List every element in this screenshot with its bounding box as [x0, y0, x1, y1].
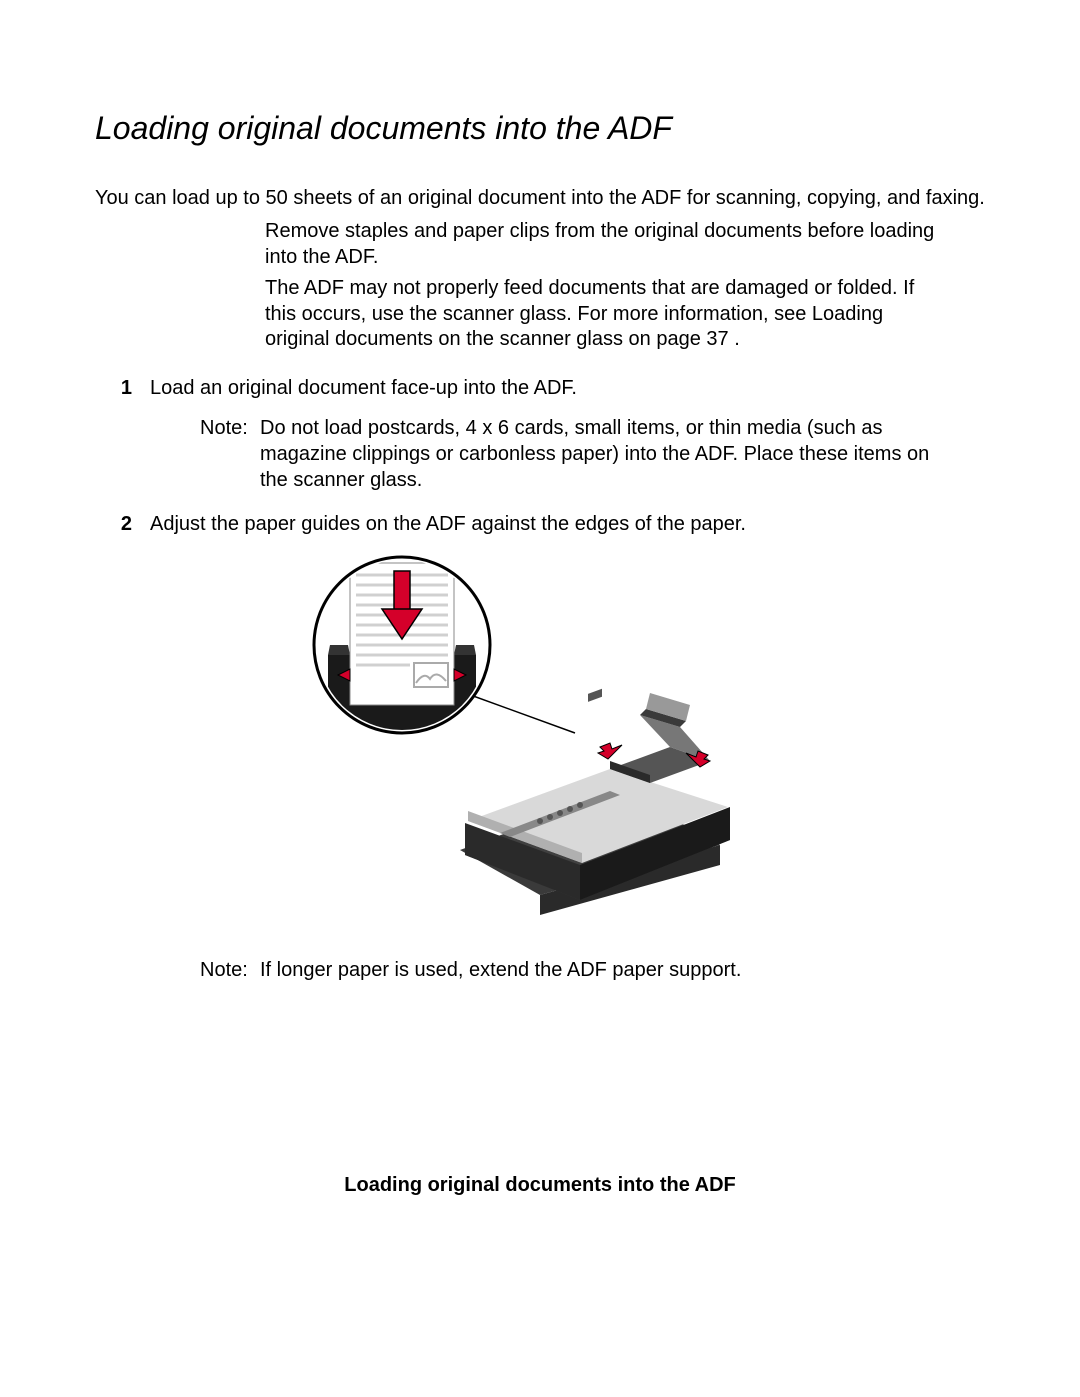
- adf-illustration: [310, 555, 770, 945]
- warning-staples: Remove staples and paper clips from the …: [265, 219, 945, 270]
- step-2-note-text: If longer paper is used, extend the ADF …: [260, 957, 741, 983]
- warning-damaged-text-b: .: [729, 328, 740, 350]
- callout-line: [465, 693, 575, 733]
- step-1-note-label: Note:: [200, 415, 260, 493]
- step-1: 1 Load an original document face-up into…: [95, 375, 985, 493]
- step-1-number: 1: [95, 375, 150, 493]
- printer-icon: [460, 689, 730, 915]
- step-2-body: Adjust the paper guides on the ADF again…: [150, 511, 985, 537]
- step-2-note-label: Note:: [200, 957, 260, 983]
- detail-circle: [314, 557, 490, 735]
- step-2: 2 Adjust the paper guides on the ADF aga…: [95, 511, 985, 537]
- warning-block: Remove staples and paper clips from the …: [265, 219, 945, 353]
- step-list: 1 Load an original document face-up into…: [95, 375, 985, 983]
- step-2-number: 2: [95, 511, 150, 537]
- page-title: Loading original documents into the ADF: [95, 110, 985, 147]
- step-1-body: Load an original document face-up into t…: [150, 375, 985, 493]
- footer-title: Loading original documents into the ADF: [0, 1174, 1080, 1197]
- step-2-note: Note: If longer paper is used, extend th…: [200, 957, 985, 983]
- step-2-text: Adjust the paper guides on the ADF again…: [150, 513, 746, 535]
- warning-damaged: The ADF may not properly feed documents …: [265, 276, 945, 353]
- document-page: Loading original documents into the ADF …: [0, 0, 1080, 1397]
- step-1-text: Load an original document face-up into t…: [150, 377, 577, 399]
- step-1-note-text: Do not load postcards, 4 x 6 cards, smal…: [260, 415, 955, 493]
- intro-paragraph: You can load up to 50 sheets of an origi…: [95, 185, 985, 211]
- step-1-note: Note: Do not load postcards, 4 x 6 cards…: [200, 415, 985, 493]
- step-2-figure: [95, 555, 985, 945]
